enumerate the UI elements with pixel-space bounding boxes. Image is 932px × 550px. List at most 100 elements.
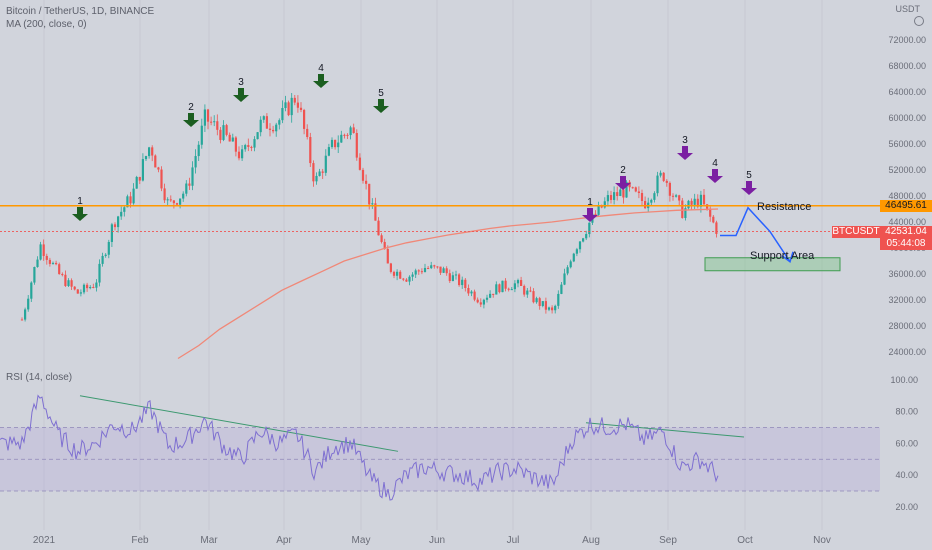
support-area-box[interactable] (704, 257, 841, 272)
candle-body (203, 109, 206, 126)
candle-body (650, 199, 653, 203)
candle-body (535, 298, 538, 303)
candle-body (79, 292, 82, 294)
candle-body (489, 293, 492, 298)
candle-body (693, 198, 696, 205)
candle-body (234, 137, 237, 152)
candle-body (699, 194, 702, 207)
candle-body (296, 102, 299, 108)
wave-arrow-green-1-head (72, 214, 88, 221)
rsi-trendline-2 (585, 422, 745, 438)
time-tick: Aug (582, 535, 600, 546)
candle-body (82, 284, 86, 293)
gear-icon[interactable] (914, 16, 924, 26)
candle-body (498, 284, 501, 293)
candle-body (244, 145, 247, 150)
candle-body (39, 244, 42, 260)
candle-body (557, 293, 560, 306)
candle-body (532, 291, 535, 303)
candle-body (470, 291, 473, 294)
candle-body (343, 134, 346, 136)
candle-body (154, 155, 157, 168)
candle-body (433, 265, 436, 267)
candle-body (169, 199, 172, 201)
candle-body (368, 183, 371, 205)
wave-arrow-purple-2-head (615, 183, 631, 190)
candle-body (163, 188, 166, 201)
candle-body (318, 171, 321, 176)
rsi-line (0, 394, 719, 501)
candle-body (389, 263, 392, 272)
candle-body (89, 286, 92, 289)
candle-body (157, 167, 160, 170)
candle-body (175, 203, 179, 205)
candle-body (58, 264, 61, 275)
wave-arrow-purple-5-head (741, 188, 757, 195)
time-axis[interactable]: 2021 Feb Mar Apr May Jun Jul Aug Sep Oct Nov (33, 535, 831, 546)
candle-body (622, 189, 625, 198)
wave-arrow-green-2: 2 (183, 102, 199, 127)
wave-arrow-green-1-shaft (77, 207, 83, 214)
rsi-path (0, 394, 719, 501)
candle-body (644, 200, 647, 209)
projection-path[interactable] (720, 206, 794, 263)
wave-arrow-green-5-head (373, 106, 389, 113)
candle-body (64, 274, 67, 286)
candle-body (668, 182, 671, 196)
candle-body (377, 220, 380, 236)
wave-arrow-green-3-shaft (238, 88, 244, 95)
candle-body (182, 193, 185, 199)
wave-arrow-purple-3-label: 3 (682, 135, 688, 146)
wave-arrow-purple-2: 2 (615, 165, 631, 190)
candle-body (166, 199, 169, 201)
candle-body (588, 222, 591, 235)
rsi-tick: 60.00 (895, 438, 918, 448)
wave-arrow-green-5-label: 5 (378, 88, 384, 99)
candle-body (516, 280, 520, 284)
projection-line (720, 206, 791, 263)
candle-body (86, 284, 89, 289)
candle-body (656, 175, 659, 194)
candle-body (609, 195, 613, 200)
support-area-label: Support Area (750, 250, 815, 262)
candle-body (513, 283, 516, 290)
time-tick: 2021 (33, 535, 56, 546)
candle-body (259, 119, 262, 133)
candle-body (569, 261, 572, 268)
candle-body (20, 319, 24, 321)
candle-body (237, 151, 241, 159)
candle-body (340, 134, 343, 143)
wave-arrow-purple-1-label: 1 (587, 197, 593, 208)
candle-body (151, 147, 154, 156)
time-tick: Sep (659, 535, 677, 546)
candle-body (653, 193, 656, 200)
candle-body (172, 200, 175, 204)
candle-body (352, 127, 355, 133)
candle-body (436, 266, 439, 268)
candle-body (191, 167, 194, 186)
candle-body (241, 149, 244, 159)
candle-body (464, 279, 467, 288)
candle-body (411, 274, 414, 277)
candle-body (563, 273, 566, 285)
candle-body (420, 271, 423, 273)
time-tick: Apr (276, 535, 292, 546)
price-tick: 36000.00 (888, 269, 926, 279)
candle-body (73, 286, 76, 290)
candle-body (423, 267, 427, 273)
rsi-tick: 100.00 (890, 375, 918, 385)
candle-body (216, 121, 219, 130)
candle-body (129, 196, 132, 204)
candle-body (414, 270, 417, 275)
candle-body (690, 200, 693, 205)
candle-body (684, 208, 687, 218)
candle-body (634, 187, 637, 192)
candle-body (560, 284, 563, 294)
candle-body (640, 193, 644, 201)
wave-arrow-purple-4-head (707, 176, 723, 183)
resistance-price-tag: 46495.61 (880, 199, 932, 212)
price-tick: 44000.00 (888, 217, 926, 227)
candle-body (101, 255, 104, 264)
candle-body (334, 139, 337, 148)
